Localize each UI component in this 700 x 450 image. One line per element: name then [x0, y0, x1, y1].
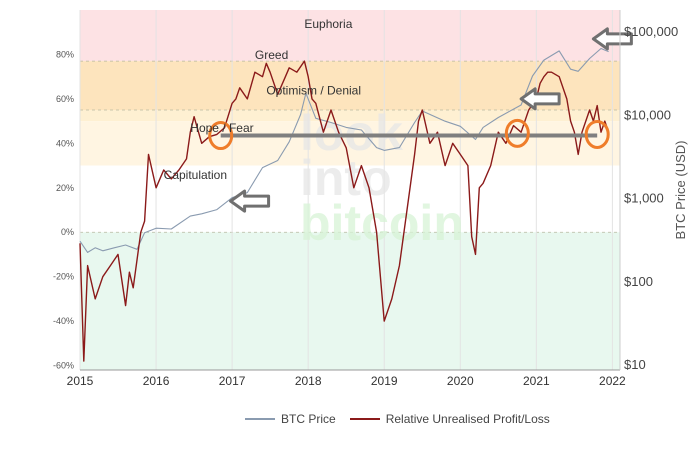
legend-label-btc-price: BTC Price	[281, 412, 336, 426]
y-right-tick-label: $1,000	[624, 191, 664, 206]
y-left-tick-label: 0%	[61, 227, 74, 237]
arrow-annotation-1	[519, 87, 561, 111]
highlight-circle-2	[584, 119, 610, 149]
y-left-tick-label: -20%	[53, 272, 74, 282]
y-right-tick-label: $100	[624, 274, 653, 289]
x-tick-label: 2022	[599, 374, 626, 388]
x-tick-label: 2017	[219, 374, 246, 388]
legend[interactable]: BTC Price Relative Unrealised Profit/Los…	[245, 412, 550, 426]
y-left-tick-label: 40%	[56, 138, 74, 148]
y-left-tick-label: 60%	[56, 94, 74, 104]
series-line-btc-price	[79, 47, 609, 253]
highlight-circle-1	[504, 118, 530, 148]
zone-label-hope-fear: Hope / Fear	[190, 121, 253, 135]
zone-label-optimism-denial: Optimism / Denial	[266, 83, 361, 97]
y-right-tick-label: $10,000	[624, 107, 671, 122]
y-right-tick-label: $100,000	[624, 24, 678, 39]
y-right-axis-title: BTC Price (USD)	[673, 141, 688, 240]
y-left-tick-label: -40%	[53, 316, 74, 326]
zone-label-greed: Greed	[255, 48, 288, 62]
legend-label-rupl: Relative Unrealised Profit/Loss	[385, 412, 550, 426]
zone-label-euphoria: Euphoria	[304, 17, 352, 31]
series-lines	[79, 47, 610, 362]
zone-band-0	[80, 10, 620, 62]
x-tick-label: 2020	[447, 374, 474, 388]
zone-band-2	[80, 110, 620, 122]
watermark-bitcoin: bitcoin	[300, 195, 464, 251]
zone-label-capitulation: Capitulation	[164, 168, 227, 182]
axes	[80, 10, 621, 371]
legend-item-rupl[interactable]: Relative Unrealised Profit/Loss	[349, 412, 550, 426]
x-tick-label: 2016	[143, 374, 170, 388]
arrow-annotation-0	[229, 189, 271, 213]
y-left-tick-label: 20%	[56, 183, 74, 193]
sentiment-zones	[80, 10, 620, 370]
y-right-tick-label: $10	[624, 357, 646, 372]
x-tick-label: 2021	[523, 374, 550, 388]
y-left-tick-label: 80%	[56, 49, 74, 59]
x-tick-label: 2019	[371, 374, 398, 388]
series-line-relative-unrealised-profit-loss	[79, 60, 610, 362]
annotations	[208, 27, 633, 213]
y-left-tick-label: -60%	[53, 361, 74, 371]
legend-swatch-rupl	[349, 418, 380, 420]
arrow-annotation-2	[591, 27, 633, 51]
watermark-into: into	[300, 150, 392, 206]
watermark-look: look	[300, 105, 403, 161]
legend-swatch-btc-price	[245, 418, 275, 420]
labels: -60% -40% -20% 0% 20% 40% 60% 80% $10 $100 $1,000 $…	[53, 17, 688, 388]
zone-band-5	[80, 232, 620, 370]
x-tick-label: 2018	[295, 374, 322, 388]
legend-item-btc-price[interactable]: BTC Price	[245, 412, 336, 426]
highlight-circle-0	[208, 121, 234, 151]
x-tick-label: 2015	[67, 374, 94, 388]
